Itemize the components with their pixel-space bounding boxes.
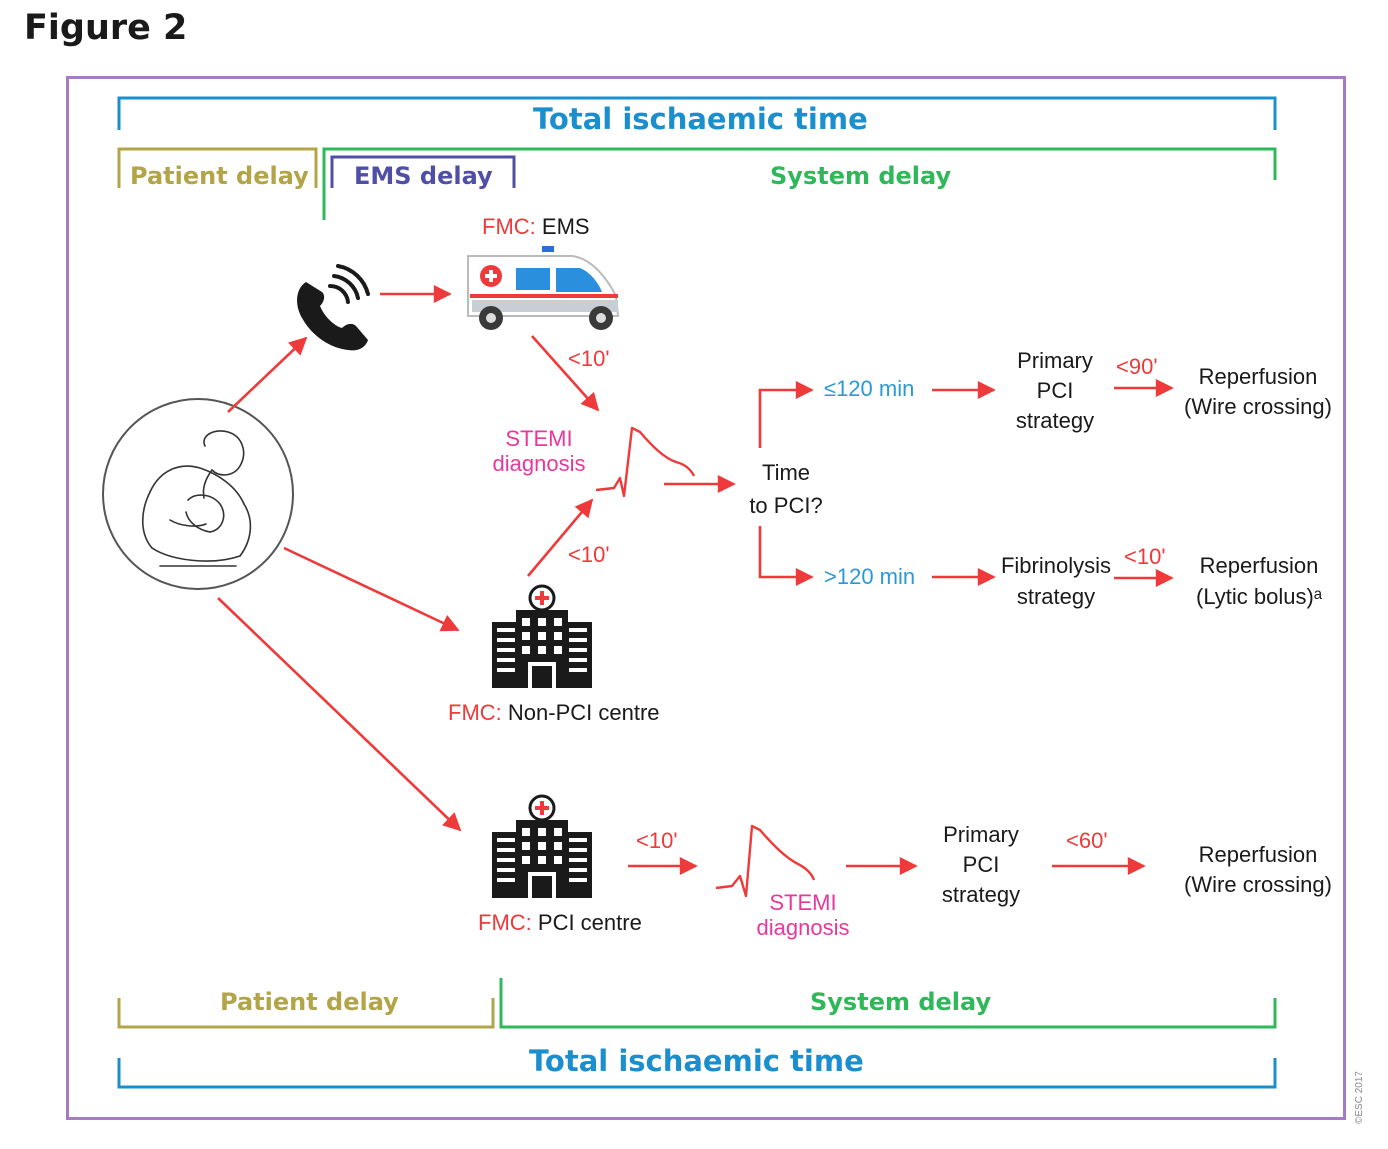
strategy-line: PCI <box>1036 378 1074 403</box>
strategy-line: strategy <box>1015 408 1095 433</box>
diagnosis-line: diagnosis <box>492 451 586 476</box>
diagram-frame <box>66 76 1346 1120</box>
fmc-non-pci-name: Non-PCI centre <box>507 700 660 725</box>
outcome-line: (Lytic bolus)ᵃ <box>1196 584 1322 609</box>
strategy-line: Fibrinolysis <box>1000 553 1112 578</box>
pci-centre-to-diagnosis-time: <10' <box>636 828 678 853</box>
pci-centre-strategy: Primary PCI strategy <box>926 820 1036 910</box>
upper-time: <90' <box>1116 354 1158 379</box>
top-ems-delay: EMS delay <box>354 162 493 190</box>
top-system-delay: System delay <box>770 162 952 190</box>
upper-strategy: Primary PCI strategy <box>1000 346 1110 436</box>
upper-outcome: Reperfusion (Wire crossing) <box>1172 362 1344 422</box>
bottom-total-ischaemic-time: Total ischaemic time <box>529 1044 864 1078</box>
lower-time: <10' <box>1124 544 1166 569</box>
outcome-line: Reperfusion <box>1198 364 1318 389</box>
strategy-line: Primary <box>1017 348 1093 373</box>
phone-call-icon <box>297 264 370 351</box>
top-total-ischaemic-time: Total ischaemic time <box>533 102 868 136</box>
bottom-system-delay: System delay <box>810 988 992 1016</box>
hospital-pci-icon <box>492 794 592 898</box>
top-patient-bracket <box>117 147 318 188</box>
fmc-pci-centre-label: FMC: PCI centre <box>478 910 642 936</box>
stemi-line: STEMI <box>769 890 837 915</box>
fmc-prefix: FMC: <box>448 700 502 725</box>
strategy-line: strategy <box>1016 584 1096 609</box>
pci-centre-outcome: Reperfusion (Wire crossing) <box>1172 840 1344 900</box>
top-ems-bracket <box>330 155 516 188</box>
outcome-line: Reperfusion <box>1198 842 1318 867</box>
outcome-line: Reperfusion <box>1199 553 1319 578</box>
fmc-ems-name: EMS <box>541 214 590 239</box>
hospital-non-pci-icon <box>492 584 592 688</box>
outcome-line: (Wire crossing) <box>1184 394 1332 419</box>
bottom-system-bracket <box>499 978 1277 1029</box>
strategy-line: Primary <box>943 822 1019 847</box>
fmc-prefix: FMC: <box>478 910 532 935</box>
figure-title: Figure 2 <box>24 8 188 48</box>
ecg-trace-icon <box>715 824 816 898</box>
stemi-diagnosis-label: STEMI diagnosis <box>748 890 858 940</box>
upper-threshold: ≤120 min <box>824 376 915 401</box>
diagnosis-line: diagnosis <box>756 915 850 940</box>
decision-line: Time <box>761 460 811 485</box>
fmc-pci-centre-name: PCI centre <box>537 910 642 935</box>
flow-arrows <box>217 285 1174 875</box>
lower-outcome: Reperfusion (Lytic bolus)ᵃ <box>1174 550 1344 612</box>
time-to-pci-decision: Time to PCI? <box>736 456 836 522</box>
fmc-ems-label: FMC: EMS <box>482 214 590 240</box>
lower-strategy: Fibrinolysis strategy <box>990 550 1122 612</box>
fmc-prefix: FMC: <box>482 214 536 239</box>
stemi-diagnosis-label: STEMI diagnosis <box>484 426 594 476</box>
pci-centre-time: <60' <box>1066 828 1108 853</box>
decision-line: to PCI? <box>749 493 823 518</box>
copyright-notice: ©ESC 2017 <box>1354 1071 1365 1124</box>
bottom-patient-delay: Patient delay <box>220 988 399 1016</box>
stemi-line: STEMI <box>505 426 573 451</box>
top-patient-delay: Patient delay <box>130 162 309 190</box>
fmc-non-pci-label: FMC: Non-PCI centre <box>448 700 660 726</box>
outcome-line: (Wire crossing) <box>1184 872 1332 897</box>
non-pci-to-diagnosis-time: <10' <box>568 542 610 567</box>
bottom-total-bracket <box>117 1058 1277 1089</box>
strategy-line: PCI <box>962 852 1000 877</box>
lower-threshold: >120 min <box>824 564 916 589</box>
bottom-patient-bracket <box>117 998 495 1029</box>
ems-to-diagnosis-time: <10' <box>568 346 610 371</box>
top-total-bracket <box>117 96 1277 130</box>
ecg-trace-icon <box>595 426 696 498</box>
ambulance-icon <box>467 246 620 330</box>
top-system-bracket <box>322 147 1277 220</box>
patient-chest-pain-icon <box>102 398 294 590</box>
strategy-line: strategy <box>941 882 1021 907</box>
